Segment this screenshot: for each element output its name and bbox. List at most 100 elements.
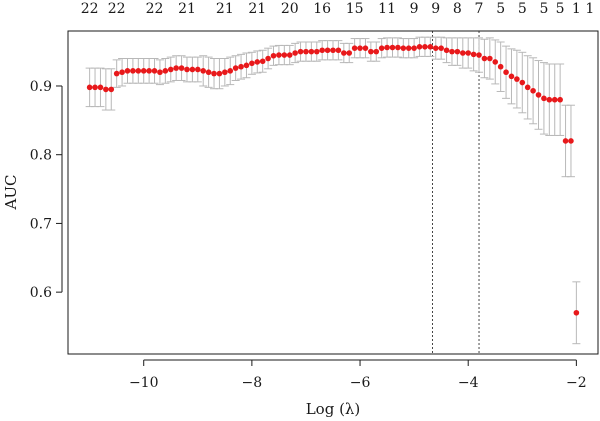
data-point bbox=[416, 44, 423, 50]
top-axis-label: 8 bbox=[453, 1, 462, 17]
data-point bbox=[249, 60, 255, 67]
data-point bbox=[411, 45, 417, 51]
data-point bbox=[389, 44, 396, 51]
data-point bbox=[270, 52, 277, 59]
top-axis-label: 21 bbox=[216, 1, 234, 17]
data-point bbox=[308, 48, 315, 55]
data-point bbox=[465, 50, 472, 56]
data-point bbox=[292, 50, 298, 56]
data-point bbox=[481, 55, 488, 62]
top-axis-label: 22 bbox=[146, 1, 164, 17]
data-point bbox=[535, 92, 542, 98]
data-point bbox=[341, 50, 347, 56]
y-axis-title: AUC bbox=[2, 175, 20, 211]
data-point bbox=[97, 84, 104, 91]
data-point bbox=[113, 70, 120, 77]
data-point bbox=[503, 69, 509, 76]
x-tick-label: −2 bbox=[566, 375, 587, 391]
y-axis: 0.6 0.7 0.8 0.9 bbox=[30, 79, 63, 301]
x-tick-label: −6 bbox=[350, 375, 371, 391]
top-axis-labels: 22 22 22 21 21 21 20 16 15 11 9 9 8 7 5 5 5 5 1 1 bbox=[81, 1, 595, 17]
data-point bbox=[373, 48, 380, 55]
x-axis-title: Log (λ) bbox=[306, 400, 361, 418]
y-tick-label: 0.7 bbox=[30, 216, 52, 232]
data-point bbox=[492, 59, 499, 65]
data-point bbox=[151, 68, 158, 74]
plot-frame bbox=[67, 30, 599, 355]
data-point bbox=[303, 48, 309, 55]
data-point bbox=[173, 65, 179, 71]
top-axis-label: 9 bbox=[410, 1, 419, 17]
top-axis-label: 9 bbox=[431, 1, 440, 17]
top-axis-label: 5 bbox=[496, 1, 505, 17]
data-point bbox=[497, 63, 504, 70]
data-point bbox=[103, 86, 109, 93]
data-point bbox=[227, 68, 234, 74]
top-axis-label: 5 bbox=[518, 1, 527, 17]
data-point bbox=[454, 48, 461, 55]
data-point bbox=[194, 66, 201, 73]
data-point bbox=[368, 48, 374, 55]
data-point bbox=[346, 50, 353, 56]
data-point bbox=[335, 47, 342, 54]
top-axis-label: 22 bbox=[81, 1, 99, 17]
data-point bbox=[243, 62, 250, 69]
data-point bbox=[232, 65, 239, 71]
data-point bbox=[286, 52, 293, 58]
data-point bbox=[562, 138, 569, 144]
data-point bbox=[487, 55, 493, 62]
data-point bbox=[405, 45, 412, 51]
data-point bbox=[324, 47, 331, 54]
top-axis-label: 11 bbox=[378, 1, 396, 17]
data-point bbox=[140, 68, 147, 74]
x-tick-label: −8 bbox=[242, 375, 263, 391]
top-axis-label: 22 bbox=[108, 1, 126, 17]
data-points bbox=[86, 44, 580, 316]
data-point bbox=[362, 45, 369, 51]
data-point bbox=[432, 45, 439, 51]
data-point bbox=[438, 45, 444, 51]
data-point bbox=[259, 58, 266, 65]
data-point bbox=[178, 65, 185, 71]
data-point bbox=[546, 96, 553, 103]
data-point bbox=[519, 79, 526, 86]
data-point bbox=[573, 309, 580, 316]
top-axis-label: 21 bbox=[178, 1, 196, 17]
data-point bbox=[378, 45, 385, 51]
data-point bbox=[146, 68, 152, 74]
data-point bbox=[130, 68, 136, 74]
data-point bbox=[524, 84, 531, 91]
error-bars bbox=[85, 36, 581, 345]
data-point bbox=[422, 44, 428, 50]
data-point bbox=[157, 69, 163, 76]
data-point bbox=[119, 69, 125, 76]
data-point bbox=[184, 66, 190, 73]
data-point bbox=[238, 63, 244, 70]
top-axis-label: 7 bbox=[475, 1, 484, 17]
data-point bbox=[568, 138, 574, 144]
data-point bbox=[459, 50, 466, 56]
data-point bbox=[189, 66, 196, 73]
data-point bbox=[205, 69, 212, 76]
data-point bbox=[297, 48, 304, 55]
data-point bbox=[319, 47, 325, 54]
data-point bbox=[330, 47, 336, 54]
top-axis-label: 16 bbox=[313, 1, 331, 17]
data-point bbox=[443, 47, 450, 54]
data-point bbox=[514, 76, 520, 82]
data-point bbox=[357, 45, 363, 51]
data-point bbox=[124, 68, 131, 74]
data-point bbox=[86, 84, 93, 91]
data-point bbox=[222, 69, 228, 76]
data-point bbox=[265, 55, 271, 62]
data-point bbox=[395, 44, 401, 51]
data-point bbox=[551, 96, 558, 103]
data-point bbox=[92, 84, 98, 91]
x-tick-label: −10 bbox=[129, 375, 159, 391]
data-point bbox=[476, 52, 482, 58]
top-axis-label: 1 bbox=[572, 1, 581, 17]
data-point bbox=[108, 86, 115, 93]
x-tick-label: −4 bbox=[458, 375, 479, 391]
data-point bbox=[281, 52, 288, 58]
